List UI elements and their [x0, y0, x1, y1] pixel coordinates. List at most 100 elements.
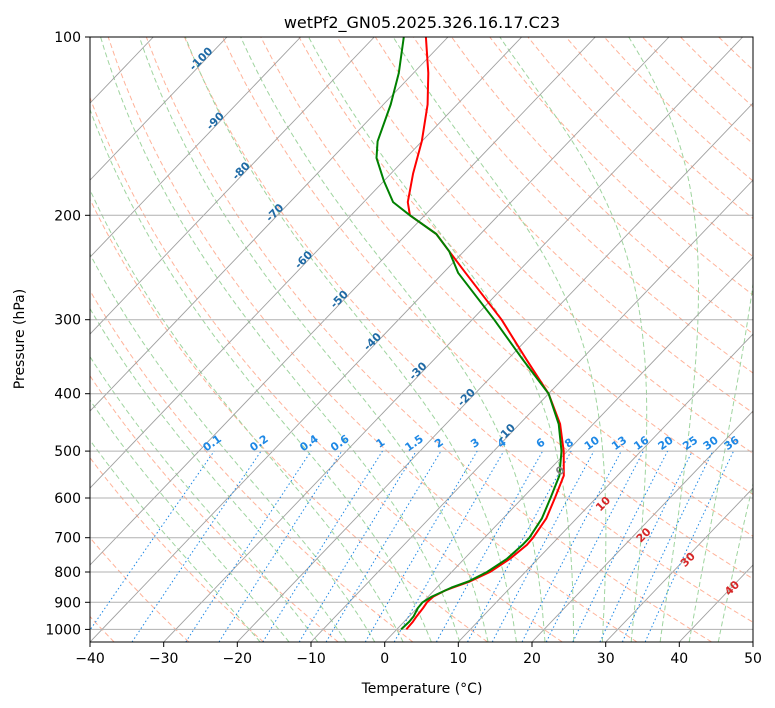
mixing-ratio-line	[131, 450, 262, 642]
isotherm-label: -90	[204, 109, 227, 132]
dry-adiabat	[565, 37, 753, 220]
moist-adiabat	[628, 37, 699, 642]
isotherm-line	[90, 37, 670, 642]
isotherm-line	[90, 37, 449, 412]
isotherm-label: -40	[361, 330, 384, 353]
mixing-ratio-label: 13	[609, 434, 629, 453]
dry-adiabat	[412, 37, 753, 374]
isotherm-line	[90, 37, 523, 489]
chart-title: wetPf2_GN05.2025.326.16.17.C23	[284, 13, 560, 33]
mixing-ratio-line	[364, 450, 478, 642]
isotherm-label: -60	[292, 248, 315, 271]
moist-adiabat	[90, 439, 261, 642]
moist-adiabat	[90, 108, 432, 642]
x-tick-label: 40	[670, 651, 688, 667]
mixing-ratio-label: 6	[534, 436, 548, 451]
mixing-ratio-line	[467, 450, 572, 642]
dry-adiabat	[451, 37, 753, 335]
isotherm-label: -80	[230, 159, 253, 182]
moist-adiabat	[688, 280, 753, 642]
moist-adiabat-label: 20	[634, 525, 654, 545]
moist-adiabat	[499, 37, 648, 642]
y-tick-label: 1000	[45, 622, 81, 638]
x-tick-label: 0	[380, 651, 389, 667]
y-tick-label: 700	[54, 531, 81, 547]
mixing-ratio-line	[572, 450, 669, 642]
moist-adiabat-label: 10	[593, 494, 613, 514]
dry-adiabat	[680, 37, 753, 108]
mixing-ratio-label: 20	[656, 433, 676, 453]
y-tick-label: 500	[54, 444, 81, 460]
x-tick-label: −30	[149, 651, 179, 667]
plot-frame	[89, 36, 754, 643]
mixing-ratio-line	[644, 450, 735, 642]
background-lines	[0, 37, 775, 642]
moist-adiabat	[392, 37, 607, 642]
y-tick-label: 900	[54, 595, 81, 611]
x-tick-label: −20	[223, 651, 253, 667]
mixing-ratio-label: 3	[468, 436, 482, 451]
mixing-ratio-line	[298, 450, 417, 642]
isotherm-line	[752, 641, 753, 642]
x-tick-label: 30	[597, 651, 615, 667]
mixing-ratio-line	[185, 450, 312, 642]
y-tick-label: 300	[54, 313, 81, 329]
isotherm-label: -100	[187, 44, 216, 73]
moist-adiabat	[90, 253, 376, 642]
dry-adiabat	[718, 37, 753, 71]
moist-adiabat-label: 40	[722, 578, 742, 598]
moist-adiabat	[90, 399, 290, 642]
dry-adiabat	[90, 198, 488, 642]
isotherm-line	[163, 37, 744, 642]
mixing-ratio-line	[521, 450, 622, 642]
mixing-ratio-label: 25	[680, 434, 700, 453]
dewpoint-line	[375, 37, 563, 631]
moist-adiabat	[138, 37, 489, 642]
isotherm-line	[310, 179, 753, 642]
mixing-ratio-line	[325, 450, 442, 642]
x-tick-label: 10	[449, 651, 467, 667]
mixing-ratio-line	[491, 450, 595, 642]
x-tick-label: 20	[523, 651, 541, 667]
y-axis-ticks: 100 200 300 400 500 600 700 800 900 1000	[45, 30, 90, 638]
dry-adiabat	[757, 37, 775, 642]
y-tick-label: 100	[54, 30, 81, 46]
isotherm-label: -50	[328, 288, 351, 311]
mixing-ratio-line	[218, 450, 343, 642]
x-tick-label: −40	[75, 651, 105, 667]
x-axis-ticks: −40 −30 −20 −10 0 10 20 30 40 50	[75, 642, 762, 667]
dry-adiabat	[184, 37, 753, 623]
x-tick-label: −10	[296, 651, 326, 667]
isotherm-line	[678, 564, 753, 642]
moist-adiabat	[90, 188, 404, 642]
mixing-ratio-label: 10	[582, 433, 602, 453]
x-tick-label: 50	[744, 651, 762, 667]
isotherm-line	[531, 410, 753, 642]
moist-adiabat	[308, 37, 575, 642]
y-tick-label: 600	[54, 491, 81, 507]
series-lines	[375, 37, 565, 631]
isotherm-line	[90, 37, 375, 335]
mixing-ratio-line	[435, 450, 544, 642]
dry-adiabat	[90, 289, 414, 642]
isotherm-label: -30	[406, 359, 429, 382]
isotherm-line	[0, 37, 6, 642]
dry-adiabat	[90, 96, 563, 642]
isotherm-line	[384, 256, 753, 642]
isotherm-line	[90, 37, 302, 258]
dry-adiabat	[145, 37, 712, 642]
mixing-ratio-label: 30	[701, 433, 721, 453]
dry-adiabat	[90, 456, 264, 642]
mixing-ratio-label: 16	[631, 433, 651, 453]
isotherm-line	[605, 487, 753, 642]
dry-adiabat	[298, 37, 753, 496]
dry-adiabat	[107, 37, 638, 642]
y-tick-label: 200	[54, 208, 81, 224]
moist-adiabat	[90, 355, 319, 642]
mixing-ratio-label: 1	[374, 436, 388, 451]
moist-adiabat-label: 30	[678, 549, 698, 569]
dry-adiabat	[90, 536, 190, 642]
isotherm-line	[457, 333, 753, 642]
isotherm-line	[90, 37, 228, 181]
